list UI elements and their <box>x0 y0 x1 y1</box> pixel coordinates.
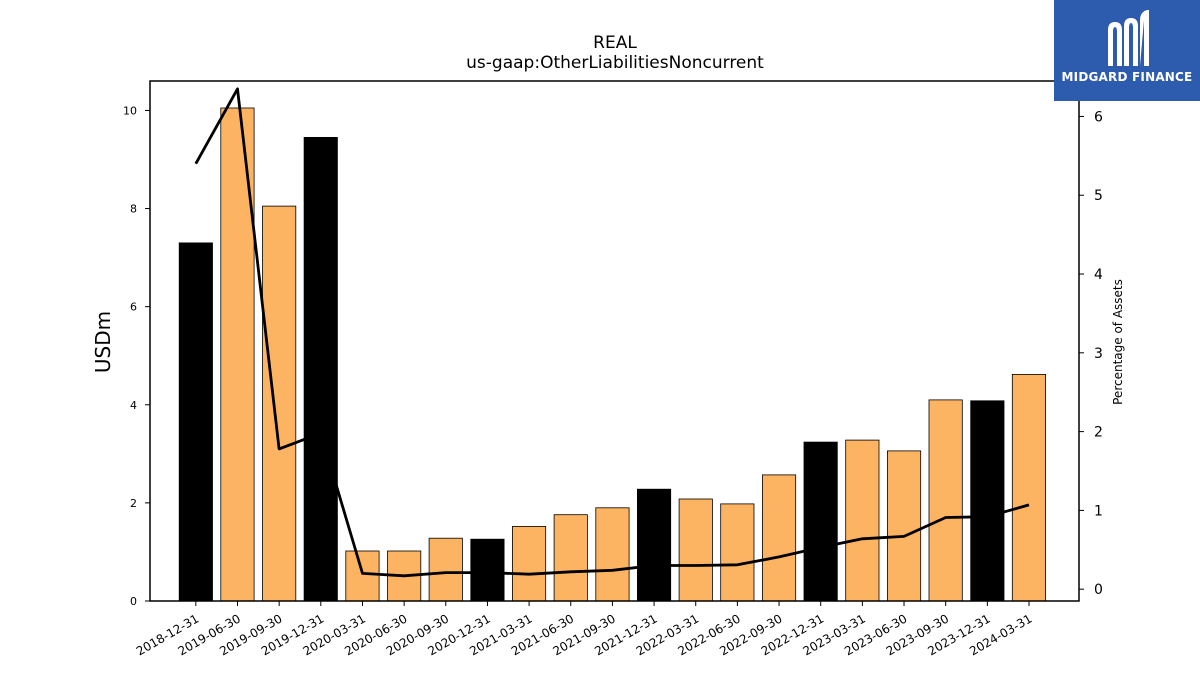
y-tick-label: 0 <box>130 595 137 608</box>
bar-2023-03-31 <box>845 439 880 602</box>
line-percentage-of-assets <box>194 87 1030 578</box>
brand-name: MIDGARD FINANCE <box>1061 70 1193 84</box>
y-tick-label: 6 <box>130 301 137 314</box>
bars-layer <box>178 107 1046 602</box>
bar-2022-09-30 <box>762 474 797 602</box>
bar-2023-06-30 <box>887 450 922 602</box>
bar-2022-03-31 <box>678 498 713 602</box>
plot-frame <box>149 80 1080 602</box>
y2-tick-label: 3 <box>1094 346 1103 362</box>
y-axis-label: USDm <box>91 311 115 373</box>
bar-2019-09-30 <box>262 205 297 602</box>
y2-tick-label: 5 <box>1094 188 1103 204</box>
bar-2021-09-30 <box>595 507 630 602</box>
bar-2021-12-31 <box>637 488 672 602</box>
y2-tick-label: 4 <box>1094 267 1103 283</box>
y-tick-label: 2 <box>130 497 137 510</box>
bar-2023-09-30 <box>928 399 963 602</box>
line-layer <box>194 87 1030 578</box>
bar-2021-06-30 <box>553 514 588 602</box>
y2-tick-label: 0 <box>1094 582 1103 598</box>
bar-2022-06-30 <box>720 503 755 602</box>
y2-axis-label: Percentage of Assets <box>1111 279 1125 405</box>
y-tick-label: 4 <box>130 399 137 412</box>
y2-tick-label: 1 <box>1094 503 1103 519</box>
chart-subtitle: us-gaap:OtherLiabilitiesNoncurrent <box>466 53 764 73</box>
chart-title: REAL <box>593 33 637 53</box>
y2-tick-label: 2 <box>1094 425 1103 441</box>
bar-2020-03-31 <box>345 550 380 602</box>
bar-2023-12-31 <box>970 400 1005 602</box>
brand-logo: MIDGARD FINANCE <box>1054 0 1200 101</box>
bar-2024-03-31 <box>1011 373 1046 602</box>
bar-2022-12-31 <box>803 441 838 602</box>
bar-2020-12-31 <box>470 538 505 602</box>
y-tick-label: 10 <box>123 104 137 117</box>
bar-2021-03-31 <box>512 526 547 602</box>
bar-2020-09-30 <box>428 537 463 602</box>
midgard-logo-icon <box>1108 10 1149 66</box>
y2-tick-label: 6 <box>1094 109 1103 125</box>
y-tick-label: 8 <box>130 203 137 216</box>
bar-2018-12-31 <box>178 242 213 602</box>
bar-2019-12-31 <box>303 136 338 602</box>
